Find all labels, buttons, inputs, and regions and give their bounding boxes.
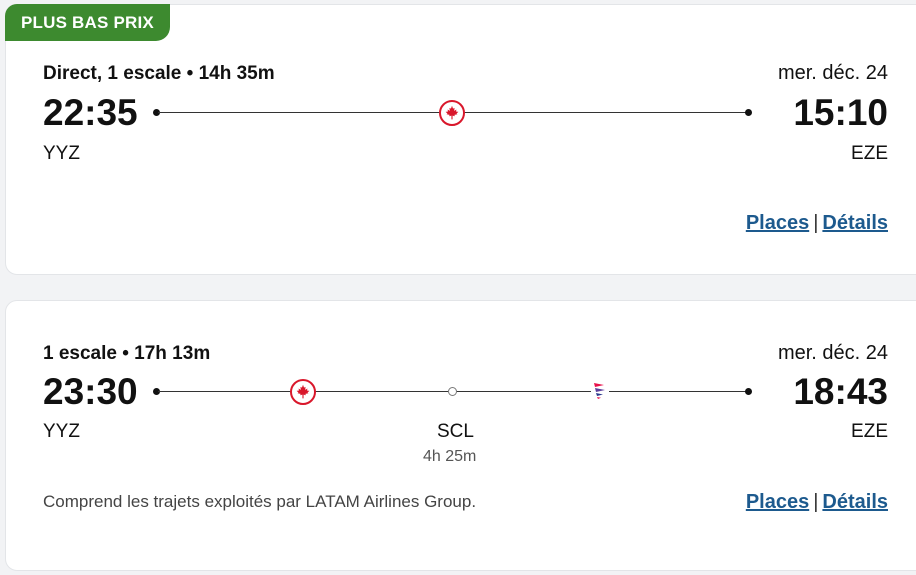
seats-link[interactable]: Places (745, 212, 810, 234)
lowest-price-badge: PLUS BAS PRIX (5, 4, 170, 41)
route-start-dot (153, 109, 160, 116)
origin-code: YYZ (43, 143, 80, 164)
flight-card-1[interactable]: PLUS BAS PRIX Direct, 1 escale • 14h 35m… (5, 4, 916, 275)
flight-links: Places | Détails (746, 491, 888, 514)
flight-card-2[interactable]: 1 escale • 17h 13m mer. déc. 24 23:30 18… (5, 300, 916, 571)
flight-links: Places | Détails (746, 212, 888, 235)
seats-link[interactable]: Places (745, 491, 810, 513)
departure-time: 22:35 (43, 92, 138, 133)
flight-summary: 1 escale • 17h 13m (43, 343, 211, 364)
route-start-dot (153, 388, 160, 395)
departure-time: 23:30 (43, 371, 138, 412)
layover-airport: SCL (437, 421, 474, 442)
air-canada-icon (290, 379, 316, 405)
route-end-dot (745, 388, 752, 395)
details-link[interactable]: Détails (822, 491, 888, 513)
arrival-time: 18:43 (793, 371, 888, 412)
layover-duration: 4h 25m (423, 448, 477, 465)
destination-code: EZE (851, 421, 888, 442)
latam-icon (591, 380, 609, 402)
link-separator: | (813, 491, 819, 513)
operated-by-note: Comprend les trajets exploités par LATAM… (43, 492, 477, 511)
arrival-date: mer. déc. 24 (777, 342, 888, 364)
origin-code: YYZ (43, 421, 80, 442)
layover-stop-icon (448, 387, 457, 396)
details-link[interactable]: Détails (822, 212, 888, 234)
destination-code: EZE (851, 143, 888, 164)
link-separator: | (813, 212, 819, 234)
air-canada-icon (439, 100, 465, 126)
flight-summary: Direct, 1 escale • 14h 35m (43, 63, 275, 84)
route-end-dot (745, 109, 752, 116)
arrival-date: mer. déc. 24 (777, 62, 888, 84)
arrival-time: 15:10 (793, 92, 888, 133)
